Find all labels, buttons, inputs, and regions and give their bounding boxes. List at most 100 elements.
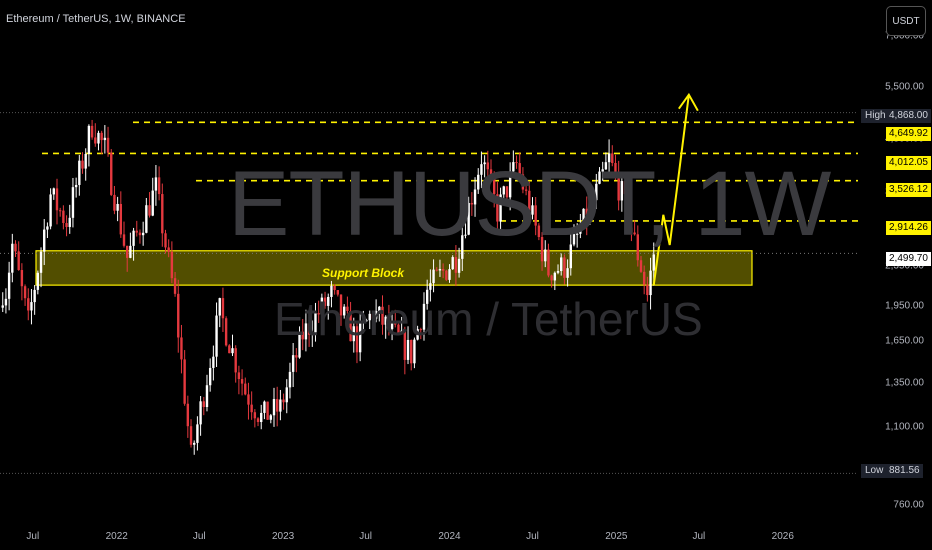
candle-body: [247, 394, 250, 405]
candle-body: [231, 348, 234, 354]
candle-body: [320, 297, 324, 315]
candle-body: [234, 348, 237, 373]
candle-body: [550, 275, 553, 281]
time-axis-tick: Jul: [359, 531, 373, 542]
candle-body: [486, 162, 490, 170]
candle-body: [263, 401, 266, 413]
support-block-label: Support Block: [322, 266, 405, 280]
candle-body: [343, 306, 346, 316]
candle-body: [161, 194, 164, 234]
candle-body: [505, 186, 509, 198]
candle-body: [132, 230, 135, 246]
candle-body: [110, 152, 113, 195]
candle-body: [508, 171, 512, 198]
name-watermark: Ethereum / TetherUS: [274, 293, 703, 345]
candle-body: [298, 331, 301, 358]
time-axis[interactable]: Jul 2022 Jul 2023 Jul 2024 Jul 2025 Jul 2026: [0, 522, 932, 550]
candle-body: [582, 208, 585, 228]
candle-body: [524, 189, 528, 191]
candle-body: [598, 171, 601, 184]
candle-body: [528, 190, 531, 215]
candle-body: [467, 202, 470, 235]
candle-body: [170, 251, 174, 279]
candle-body: [304, 323, 308, 340]
candle-body: [512, 162, 515, 172]
candle-body: [544, 249, 547, 262]
projection-arrowhead: [678, 92, 699, 112]
candle-body: [400, 330, 403, 334]
candle-body: [27, 298, 30, 311]
candle-body: [470, 202, 474, 205]
candle-body: [556, 271, 560, 273]
candle-body: [604, 162, 608, 170]
candle-body: [390, 322, 394, 330]
candle-body: [55, 188, 59, 211]
currency-button[interactable]: USDT: [886, 6, 926, 36]
candle-body: [58, 210, 62, 212]
candle-body: [215, 315, 218, 357]
low-label: Low: [861, 464, 888, 478]
candle-body: [515, 162, 518, 164]
candle-body: [138, 232, 142, 236]
candle-body: [365, 320, 368, 322]
candle-body: [275, 399, 279, 412]
candle-body: [438, 269, 442, 271]
candle-body: [387, 316, 391, 330]
candle-body: [432, 269, 435, 284]
candle-body: [291, 355, 295, 372]
candle-body: [52, 188, 55, 195]
candle-body: [253, 412, 257, 419]
candle-body: [62, 210, 65, 224]
candle-body: [23, 286, 27, 299]
candle-body: [336, 290, 340, 295]
candle-body: [531, 205, 534, 215]
high-price-tag: 4,868.00: [886, 109, 931, 123]
candle-body: [288, 371, 292, 388]
candle-body: [614, 162, 617, 174]
price-axis-tick: 5,500.00: [885, 81, 924, 93]
candle-body: [116, 203, 119, 211]
price-axis-tick: 1,350.00: [885, 377, 924, 389]
candle-body: [346, 306, 349, 312]
candle-body: [461, 235, 464, 259]
candle-body: [591, 200, 595, 202]
candle-body: [611, 153, 614, 163]
candle-body: [451, 257, 454, 270]
candle-body: [244, 383, 247, 395]
level-tag-1: 4,649.92: [886, 127, 931, 141]
candle-body: [285, 387, 288, 403]
candle-body: [154, 177, 158, 191]
candle-body: [330, 285, 333, 297]
level-tag-3: 3,526.12: [886, 183, 931, 197]
candle-body: [314, 313, 317, 334]
candle-body: [620, 181, 624, 201]
candle-body: [492, 176, 496, 195]
time-axis-tick: 2025: [605, 531, 628, 542]
candle-body: [43, 229, 46, 252]
candle-body: [371, 313, 375, 319]
candle-body: [119, 203, 123, 235]
candle-body: [607, 153, 611, 163]
candle-body: [148, 205, 151, 216]
candle-body: [157, 177, 161, 195]
candle-body: [416, 329, 419, 340]
low-price-tag: 881.56: [886, 464, 923, 478]
candle-body: [269, 415, 273, 420]
candle-body: [279, 399, 282, 412]
candle-body: [189, 426, 193, 445]
candle-body: [633, 232, 636, 235]
candle-body: [113, 194, 116, 211]
candle-body: [260, 412, 263, 423]
candle-body: [378, 306, 381, 312]
candle-body: [595, 183, 598, 201]
candle-body: [250, 404, 253, 413]
candle-body: [339, 294, 343, 316]
candle-body: [473, 189, 477, 205]
candle-body: [585, 208, 588, 222]
candle-body: [646, 284, 649, 296]
candle-body: [649, 270, 652, 296]
price-axis-tick: 1,650.00: [885, 335, 924, 347]
candle-body: [630, 227, 633, 233]
